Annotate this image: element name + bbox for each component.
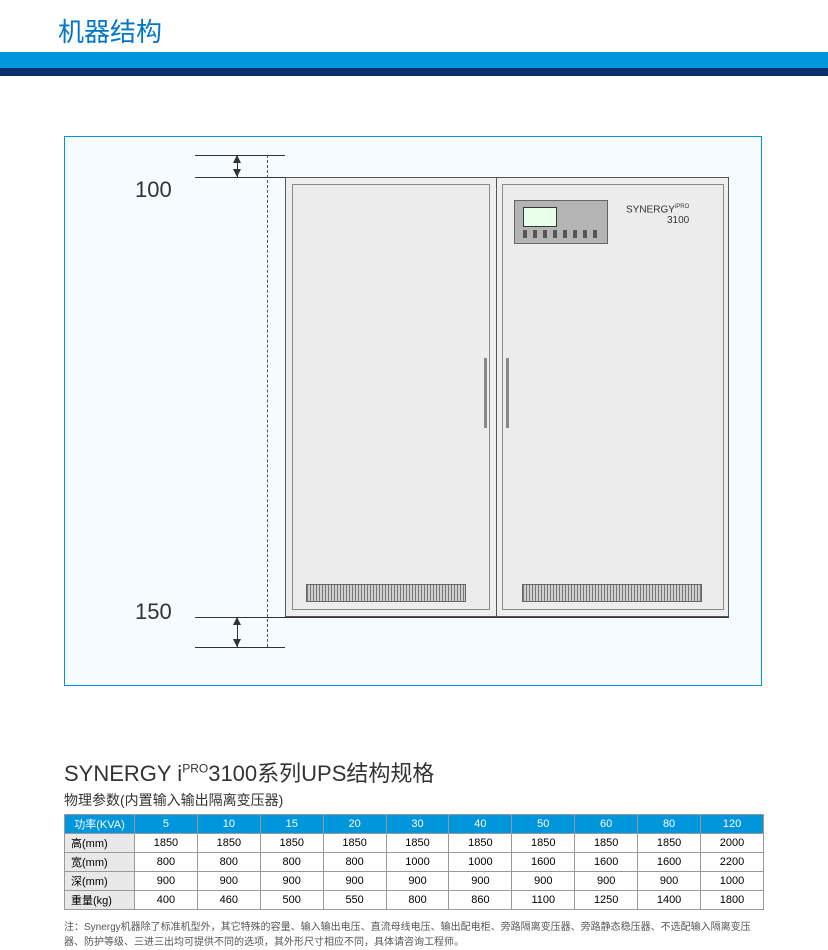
brand-name: SYNERGY xyxy=(626,204,675,215)
extension-line xyxy=(195,617,729,618)
brand-label: SYNERGYiPRO 3100 xyxy=(626,204,689,226)
table-cell: 460 xyxy=(197,891,260,910)
bottom-clearance-label: 150 xyxy=(135,599,172,625)
table-header-cell: 40 xyxy=(449,815,512,834)
door-handle xyxy=(506,358,509,428)
table-row: 高(mm)18501850185018501850185018501850185… xyxy=(65,834,764,853)
table-cell: 860 xyxy=(449,891,512,910)
row-label-cell: 重量(kg) xyxy=(65,891,135,910)
table-cell: 1850 xyxy=(638,834,701,853)
table-cell: 1850 xyxy=(512,834,575,853)
table-header-cell: 功率(KVA) xyxy=(65,815,135,834)
table-cell: 900 xyxy=(449,872,512,891)
table-header-cell: 120 xyxy=(701,815,764,834)
arrowhead-icon xyxy=(233,639,241,647)
header-accent-bar xyxy=(0,52,828,68)
arrowhead-icon xyxy=(233,617,241,625)
table-cell: 1000 xyxy=(701,872,764,891)
table-header-cell: 50 xyxy=(512,815,575,834)
row-label-cell: 深(mm) xyxy=(65,872,135,891)
table-header-cell: 15 xyxy=(260,815,323,834)
table-cell: 1250 xyxy=(575,891,638,910)
table-row: 重量(kg)4004605005508008601100125014001800 xyxy=(65,891,764,910)
table-cell: 900 xyxy=(197,872,260,891)
table-cell: 900 xyxy=(575,872,638,891)
table-body: 高(mm)18501850185018501850185018501850185… xyxy=(65,834,764,910)
table-cell: 800 xyxy=(197,853,260,872)
button-row-icon xyxy=(523,230,601,238)
lcd-screen-icon xyxy=(523,207,557,227)
table-row: 宽(mm)80080080080010001000160016001600220… xyxy=(65,853,764,872)
table-cell: 800 xyxy=(260,853,323,872)
footnote: 注：Synergy机器除了标准机型外，其它特殊的容量、输入输出电压、直流母线电压… xyxy=(64,920,764,950)
spec-title: SYNERGY iPRO3100系列UPS结构规格 xyxy=(64,756,764,788)
extension-line-dashed xyxy=(267,155,268,647)
table-cell: 400 xyxy=(135,891,198,910)
table-cell: 1850 xyxy=(135,834,198,853)
top-clearance-label: 100 xyxy=(135,177,172,203)
table-cell: 1400 xyxy=(638,891,701,910)
row-label-cell: 宽(mm) xyxy=(65,853,135,872)
cabinet-divider xyxy=(496,178,497,616)
table-cell: 900 xyxy=(386,872,449,891)
table-cell: 550 xyxy=(323,891,386,910)
table-cell: 800 xyxy=(386,891,449,910)
display-panel xyxy=(514,200,608,244)
cabinet-door-right xyxy=(502,184,724,610)
table-cell: 900 xyxy=(512,872,575,891)
spec-subtitle: 物理参数(内置输入输出隔离变压器) xyxy=(64,790,764,810)
table-header-cell: 30 xyxy=(386,815,449,834)
spec-section: SYNERGY iPRO3100系列UPS结构规格 物理参数(内置输入输出隔离变… xyxy=(64,756,764,950)
extension-line xyxy=(195,647,285,648)
page-title: 机器结构 xyxy=(58,12,162,49)
cabinet-drawing: SYNERGYiPRO 3100 xyxy=(285,177,729,617)
table-cell: 2000 xyxy=(701,834,764,853)
table-cell: 1850 xyxy=(323,834,386,853)
table-cell: 900 xyxy=(260,872,323,891)
table-cell: 1000 xyxy=(449,853,512,872)
table-header-cell: 80 xyxy=(638,815,701,834)
table-cell: 1600 xyxy=(512,853,575,872)
table-header-cell: 5 xyxy=(135,815,198,834)
table-cell: 1850 xyxy=(575,834,638,853)
table-cell: 900 xyxy=(135,872,198,891)
table-cell: 1600 xyxy=(575,853,638,872)
diagram-frame: 100 150 SYNERGYiPRO 3100 xyxy=(64,136,762,686)
door-handle xyxy=(484,358,487,428)
table-cell: 1850 xyxy=(449,834,512,853)
vent-grille xyxy=(306,584,466,602)
table-cell: 1850 xyxy=(260,834,323,853)
table-header-cell: 60 xyxy=(575,815,638,834)
table-cell: 1850 xyxy=(197,834,260,853)
row-label-cell: 高(mm) xyxy=(65,834,135,853)
table-header-cell: 10 xyxy=(197,815,260,834)
table-header-row: 功率(KVA)51015203040506080120 xyxy=(65,815,764,834)
table-cell: 800 xyxy=(323,853,386,872)
table-row: 深(mm)9009009009009009009009009001000 xyxy=(65,872,764,891)
table-cell: 1100 xyxy=(512,891,575,910)
cabinet-door-left xyxy=(292,184,490,610)
table-cell: 1000 xyxy=(386,853,449,872)
table-cell: 900 xyxy=(323,872,386,891)
table-header-cell: 20 xyxy=(323,815,386,834)
table-cell: 1800 xyxy=(701,891,764,910)
spec-title-post: 3100系列UPS结构规格 xyxy=(208,761,434,786)
spec-title-pre: SYNERGY i xyxy=(64,761,182,786)
table-cell: 2200 xyxy=(701,853,764,872)
brand-model: 3100 xyxy=(667,215,689,226)
table-cell: 500 xyxy=(260,891,323,910)
table-cell: 800 xyxy=(135,853,198,872)
spec-table: 功率(KVA)51015203040506080120 高(mm)1850185… xyxy=(64,814,764,910)
spec-title-sup: PRO xyxy=(182,762,208,776)
arrowhead-icon xyxy=(233,169,241,177)
page-header: 机器结构 xyxy=(0,0,828,76)
arrowhead-icon xyxy=(233,155,241,163)
vent-grille xyxy=(522,584,702,602)
table-cell: 1600 xyxy=(638,853,701,872)
header-navy-bar xyxy=(0,68,828,76)
table-cell: 1850 xyxy=(386,834,449,853)
table-cell: 900 xyxy=(638,872,701,891)
